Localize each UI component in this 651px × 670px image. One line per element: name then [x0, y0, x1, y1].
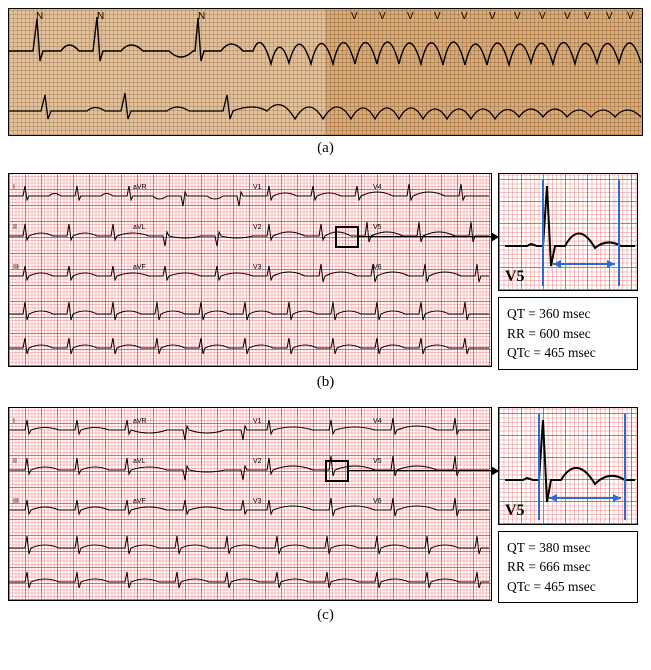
- panel-a-label: (a): [8, 136, 643, 167]
- panel-a-strip: N N N V V V V V V V V V V V V: [8, 8, 643, 136]
- zoom-lead-label: V5: [505, 268, 525, 286]
- panel-c-ecg12: I aVR V1 V4 II aVL V2 V5 III aVF V3 V6: [8, 407, 492, 601]
- panel-c-traces: [9, 408, 493, 602]
- panel-c-callout: [325, 460, 349, 482]
- panel-c-label: (c): [8, 603, 643, 634]
- qtc-line: QTc = 465 msec: [507, 343, 629, 363]
- qtc-line: QTc = 465 msec: [507, 577, 629, 597]
- panel-b-measurements: QT = 360 msec RR = 600 msec QTc = 465 ms…: [498, 297, 638, 370]
- panel-a-trace: [9, 9, 643, 136]
- rr-line: RR = 600 msec: [507, 324, 629, 344]
- panel-c-measurements: QT = 380 msec RR = 666 msec QTc = 465 ms…: [498, 531, 638, 604]
- panel-b-callout: [335, 226, 359, 248]
- panel-b-traces: [9, 174, 493, 368]
- qt-line: QT = 380 msec: [507, 538, 629, 558]
- panel-c-zoom: V5: [498, 407, 638, 525]
- panel-b-zoom: V5: [498, 173, 638, 291]
- panel-b: I aVR V1 V4 II aVL V2 V5 III aVF V3 V6: [8, 173, 643, 401]
- panel-b-ecg12: I aVR V1 V4 II aVL V2 V5 III aVF V3 V6: [8, 173, 492, 367]
- rr-line: RR = 666 msec: [507, 557, 629, 577]
- qt-line: QT = 360 msec: [507, 304, 629, 324]
- zoom-lead-label: V5: [505, 502, 525, 520]
- panel-a: N N N V V V V V V V V V V V V (a): [8, 8, 643, 167]
- panel-b-label: (b): [8, 370, 643, 401]
- panel-c: I aVR V1 V4 II aVL V2 V5 III aVF V3 V6: [8, 407, 643, 635]
